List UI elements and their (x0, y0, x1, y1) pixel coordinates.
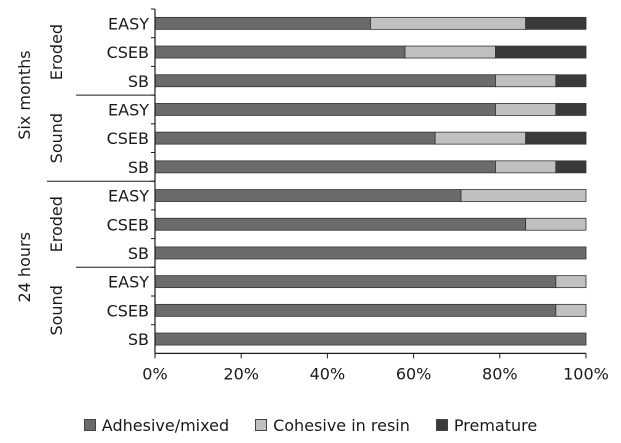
category-label: EASY (108, 100, 149, 119)
x-tick-label: 80% (482, 364, 518, 383)
bar-segment-premature-0 (525, 16, 587, 30)
category-label: EASY (108, 14, 149, 33)
legend-label: Premature (453, 415, 538, 435)
condition-label: Sound (47, 113, 66, 163)
condition-label: Sound (47, 285, 66, 335)
bar-segment-adhesive-mixed-4 (154, 131, 436, 145)
bar-segment-cohesive-in-resin-4 (434, 131, 527, 145)
bar-segment-cohesive-in-resin-7 (525, 217, 587, 231)
bar-segment-cohesive-in-resin-10 (555, 303, 587, 317)
bar-segment-adhesive-mixed-1 (154, 45, 406, 59)
legend-item: Cohesive in resin (255, 416, 410, 435)
bar-segment-adhesive-mixed-5 (154, 160, 496, 174)
bar-segment-cohesive-in-resin-6 (460, 189, 587, 202)
bar-segment-premature-4 (525, 131, 587, 145)
bar-segment-cohesive-in-resin-9 (555, 275, 587, 289)
bar-segment-adhesive-mixed-0 (154, 16, 371, 30)
bar-segment-adhesive-mixed-11 (154, 332, 587, 346)
legend-label: Cohesive in resin (273, 415, 410, 435)
legend-item: Adhesive/mixed (83, 415, 230, 435)
category-label: CSEB (107, 129, 149, 148)
bar-segment-adhesive-mixed-6 (154, 189, 462, 202)
legend: Adhesive/mixed Cohesive in resin Premature (0, 410, 621, 440)
category-label: CSEB (107, 215, 149, 234)
condition-label: Eroded (47, 196, 66, 252)
category-label: SB (128, 244, 149, 263)
x-tick-label: 60% (396, 364, 432, 383)
legend-item: Premature (435, 415, 538, 435)
bar-segment-adhesive-mixed-3 (154, 103, 496, 116)
bar-segment-premature-2 (555, 74, 587, 88)
bar-segment-premature-5 (555, 160, 587, 174)
bar-segment-cohesive-in-resin-5 (495, 160, 557, 174)
legend-swatch (83, 419, 96, 431)
bar-segment-adhesive-mixed-7 (154, 217, 527, 231)
category-label: EASY (108, 187, 149, 206)
x-tick-label: 100% (563, 364, 609, 383)
bar-segment-adhesive-mixed-8 (154, 246, 587, 260)
legend-label: Adhesive/mixed (101, 415, 230, 435)
x-tick-label: 40% (310, 364, 346, 383)
bar-segment-cohesive-in-resin-2 (495, 74, 557, 88)
x-tick-label: 20% (223, 364, 259, 383)
category-label: EASY (108, 273, 149, 292)
bar-segment-premature-1 (495, 45, 587, 59)
category-label: SB (128, 72, 149, 91)
bar-segment-cohesive-in-resin-0 (370, 16, 527, 30)
category-label: SB (128, 158, 149, 177)
x-tick-label: 0% (142, 364, 167, 383)
time-label: 24 hours (15, 232, 34, 302)
bar-segment-premature-3 (555, 103, 587, 116)
chart-svg: EASY CSEB SB EASY CSEB SB EASY CSEB SB EASY CSEB SB… (15, 8, 609, 383)
condition-label: Eroded (47, 24, 66, 80)
bar-segment-cohesive-in-resin-3 (495, 103, 557, 116)
category-label: CSEB (107, 43, 149, 62)
category-label: SB (128, 330, 149, 349)
bar-segment-cohesive-in-resin-1 (404, 45, 496, 59)
chart: EASY CSEB SB EASY CSEB SB EASY CSEB SB EASY CSEB SB… (15, 8, 609, 383)
bar-segment-adhesive-mixed-2 (154, 74, 496, 88)
legend-swatch (255, 419, 268, 431)
legend-swatch (435, 419, 448, 431)
bar-segment-adhesive-mixed-10 (154, 303, 557, 317)
category-label: CSEB (107, 301, 149, 320)
bar-segment-adhesive-mixed-9 (154, 275, 557, 289)
time-label: Six months (15, 50, 34, 139)
